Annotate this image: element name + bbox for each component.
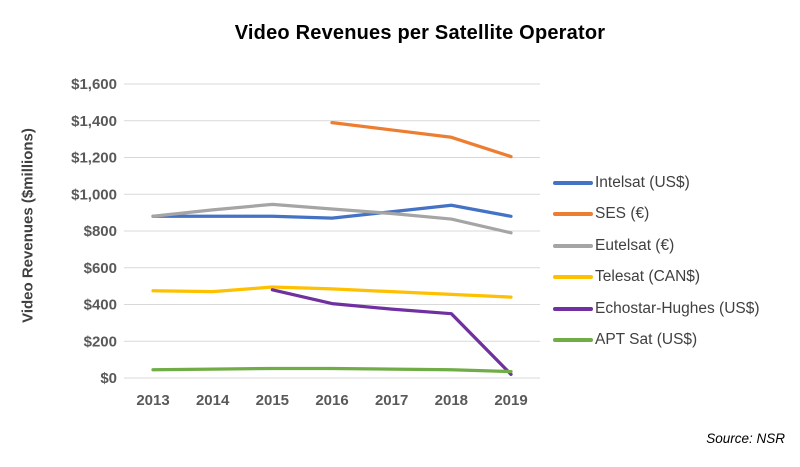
x-tick-label: 2013 [136,392,169,409]
y-tick-label: $1,200 [71,150,117,167]
series-line-eutelsat [151,202,513,235]
series-line-telesat-can [151,285,513,299]
series-line-intelsat-us [151,203,513,220]
x-tick-label: 2017 [375,392,408,409]
x-tick-label: 2015 [256,392,289,409]
y-tick-label: $0 [100,370,117,387]
legend-item-telesat-can: Telesat (CAN$) [553,262,760,294]
legend-swatch-echostar-hughes-us [553,306,593,311]
legend-swatch-apt-sat-us [553,338,593,343]
chart-title: Video Revenues per Satellite Operator [234,22,606,44]
legend-label-telesat-can: Telesat (CAN$) [595,268,701,286]
y-tick-label: $1,600 [71,76,117,93]
legend-item-intelsat-us: Intelsat (US$) [553,167,760,199]
series-line-apt-sat-us [151,366,513,374]
legend-label-intelsat-us: Intelsat (US$) [595,173,690,191]
series-line-echostar-hughes-us [270,288,513,376]
legend-label-ses: SES (€) [595,205,650,223]
series-line-ses [330,120,513,159]
y-tick-label: $1,400 [71,113,117,130]
legend-label-echostar-hughes-us: Echostar-Hughes (US$) [595,299,760,317]
y-tick-label: $1,000 [71,186,117,203]
legend-swatch-telesat-can [553,275,593,280]
legend-item-apt-sat-us: APT Sat (US$) [553,325,760,357]
legend-item-ses: SES (€) [553,199,760,231]
legend-item-echostar-hughes-us: Echostar-Hughes (US$) [553,293,760,325]
legend-swatch-eutelsat [553,243,593,248]
legend-label-apt-sat-us: APT Sat (US$) [595,331,698,349]
y-tick-label: $400 [84,297,117,314]
source-note: Source: NSR [706,431,785,446]
legend-swatch-ses [553,212,593,217]
legend-label-eutelsat: Eutelsat (€) [595,236,675,254]
x-tick-label: 2019 [494,392,527,409]
x-tick-label: 2014 [196,392,230,409]
legend-item-eutelsat: Eutelsat (€) [553,230,760,262]
y-tick-label: $800 [84,223,117,240]
legend-swatch-intelsat-us [553,180,593,185]
y-tick-label: $600 [84,260,117,277]
x-tick-label: 2018 [435,392,468,409]
y-tick-label: $200 [84,333,117,350]
x-tick-label: 2016 [315,392,348,409]
legend: Intelsat (US$) SES (€) Eutelsat (€) Telesat… [553,167,760,356]
